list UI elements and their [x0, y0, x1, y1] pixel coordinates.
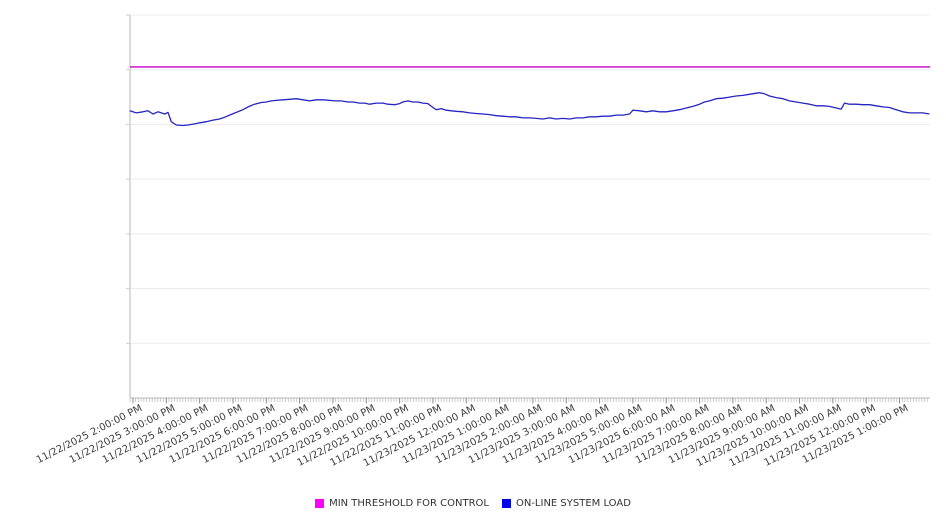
system-load-swatch-icon: [501, 499, 511, 508]
legend-item-system-load: ON-LINE SYSTEM LOAD: [501, 498, 631, 509]
legend-label-min-threshold: MIN THRESHOLD FOR CONTROL: [329, 498, 489, 509]
min-threshold-swatch-icon: [315, 499, 325, 508]
legend-label-system-load: ON-LINE SYSTEM LOAD: [515, 498, 631, 509]
legend-item-min-threshold: MIN THRESHOLD FOR CONTROL: [315, 498, 489, 509]
legend: MIN THRESHOLD FOR CONTROL ON-LINE SYSTEM…: [0, 498, 946, 509]
